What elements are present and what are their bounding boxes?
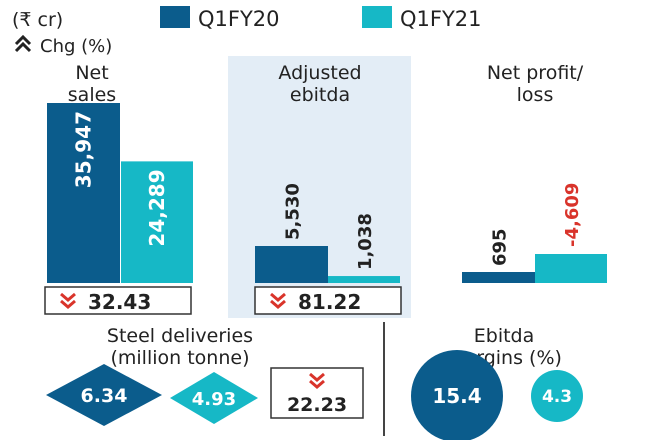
net-sales-change-box: 32.43 [44, 286, 192, 315]
ebitda-bar-q1fy20 [255, 246, 328, 283]
legend-change-note: Chg (%) [40, 36, 112, 57]
net-sales-value-label-q1fy20: 35,947 [72, 111, 96, 188]
steel-title-line2: (million tonne) [110, 347, 249, 369]
ebitda-change-box: 81.22 [254, 286, 402, 315]
ebitda-title-line1: Adjusted [278, 62, 361, 84]
ebitda-title-line2: ebitda [290, 84, 350, 106]
net-sales-title-line1: Net [75, 62, 108, 84]
ebitda-value-label-q1fy21: 1,038 [355, 213, 376, 270]
ebitda-bar-q1fy21 [328, 276, 400, 283]
double-chevron-down-icon [60, 292, 76, 309]
net-sales-change-label: 32.43 [88, 290, 151, 314]
net-sales-value-label-q1fy21: 24,289 [145, 169, 169, 246]
steel-change-box: 22.23 [270, 367, 364, 419]
net-sales-title-line2: sales [68, 84, 116, 106]
net-profit-bar-q1fy21 [535, 254, 607, 283]
margins-q1fy20-circle [411, 350, 503, 440]
steel-q1fy20-diamond [46, 364, 162, 426]
steel-q1fy21-value: 4.93 [192, 389, 236, 410]
steel-title-line1: Steel deliveries [107, 325, 253, 347]
legend-swatch-q1fy20 [160, 6, 190, 28]
margins-title-line1: Ebitda [474, 325, 535, 347]
ebitda-value-label-q1fy20: 5,530 [283, 183, 304, 240]
margins-q1fy21-circle [531, 370, 583, 422]
double-chevron-up-icon [14, 34, 32, 53]
net-sales-bar-q1fy20 [47, 103, 120, 283]
net-profit-title-line2: loss [517, 84, 554, 106]
legend-swatch-q1fy21 [362, 6, 392, 28]
ebitda-change-label: 81.22 [298, 290, 361, 314]
double-chevron-down-icon [309, 372, 325, 389]
net-profit-value-label-q1fy20: 695 [490, 228, 511, 266]
steel-q1fy21-diamond [170, 372, 258, 424]
margins-q1fy21-value: 4.3 [542, 387, 572, 407]
net-profit-title-line1: Net profit/ [487, 62, 584, 84]
steel-change-label: 22.23 [287, 394, 347, 416]
legend-label-q1fy20: Q1FY20 [198, 7, 280, 31]
margins-q1fy20-value: 15.4 [432, 384, 481, 408]
net-profit-value-label-q1fy21: -4,609 [562, 183, 583, 247]
bar-marks: 35,947 24,289 5,530 1,038 695 -4,609 [47, 103, 607, 283]
legend-label-q1fy21: Q1FY21 [400, 7, 482, 31]
double-chevron-down-icon [270, 292, 286, 309]
net-sales-bar-q1fy21 [121, 161, 193, 283]
legend-unit: (₹ cr) [12, 9, 63, 31]
steel-q1fy20-value: 6.34 [81, 385, 128, 407]
net-profit-bar-q1fy20 [462, 272, 535, 283]
